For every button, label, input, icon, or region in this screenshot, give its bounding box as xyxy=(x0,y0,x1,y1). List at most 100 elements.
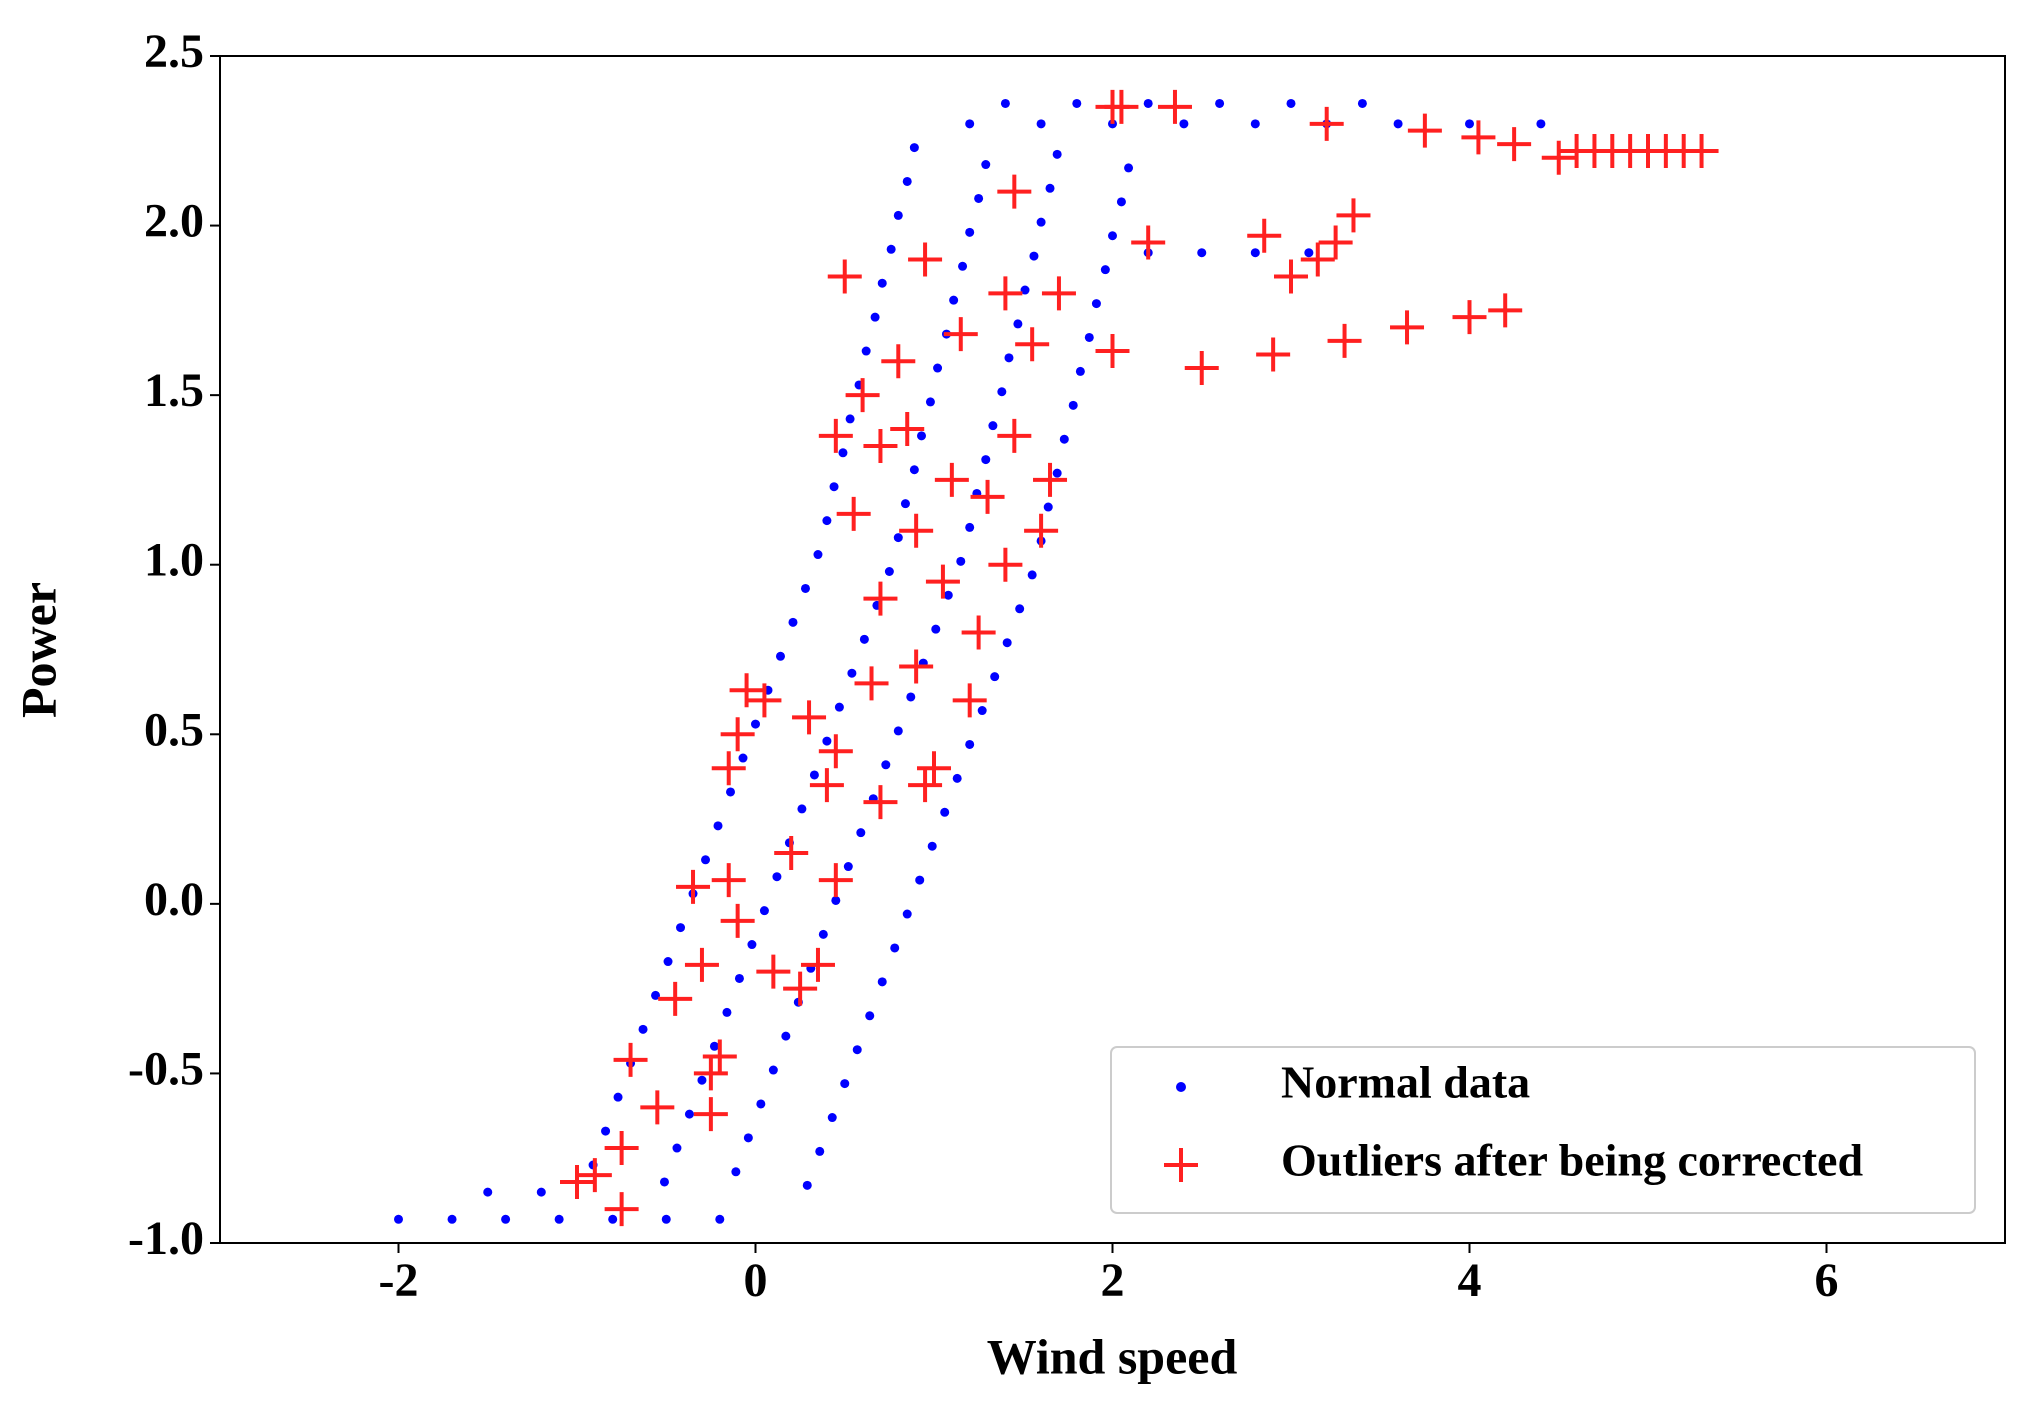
outlier-point xyxy=(702,1039,737,1074)
data-point xyxy=(813,550,823,560)
data-point xyxy=(1143,98,1153,108)
outlier-point xyxy=(836,496,871,531)
data-point xyxy=(1020,285,1030,295)
outlier-point xyxy=(952,683,987,718)
y-tick-label: 2.5 xyxy=(144,25,204,78)
data-point xyxy=(881,760,891,770)
legend-label: Outliers after being corrected xyxy=(1281,1135,1863,1186)
outlier-point xyxy=(1104,89,1139,124)
data-point xyxy=(909,143,919,153)
data-point xyxy=(800,583,810,593)
data-point xyxy=(1250,248,1260,258)
data-point xyxy=(713,821,723,831)
data-point xyxy=(815,1146,825,1156)
data-point xyxy=(775,651,785,661)
data-point xyxy=(893,533,903,543)
outlier-point xyxy=(818,863,853,898)
data-point xyxy=(893,726,903,736)
data-point xyxy=(661,1214,671,1224)
data-point xyxy=(977,706,987,716)
data-point xyxy=(831,895,841,905)
data-point xyxy=(902,909,912,919)
outlier-point xyxy=(1033,462,1068,497)
data-point xyxy=(931,624,941,634)
data-point xyxy=(952,773,962,783)
y-tick-label: 2.0 xyxy=(144,195,204,248)
data-point xyxy=(893,210,903,220)
data-point xyxy=(751,719,760,729)
data-point xyxy=(890,943,900,953)
data-point xyxy=(845,414,855,424)
data-point xyxy=(608,1214,618,1224)
outlier-point xyxy=(577,1158,612,1193)
data-point xyxy=(638,1024,648,1034)
data-point xyxy=(1027,570,1037,580)
legend-marker xyxy=(1176,1082,1186,1092)
data-point xyxy=(697,1075,707,1085)
x-tick-label: -2 xyxy=(379,1254,419,1307)
data-point xyxy=(1072,98,1082,108)
data-point xyxy=(659,1177,669,1187)
outlier-point xyxy=(800,947,835,982)
data-point xyxy=(554,1214,564,1224)
outlier-point xyxy=(997,174,1032,209)
data-point xyxy=(1002,638,1012,648)
data-point xyxy=(768,1065,778,1075)
data-point xyxy=(1075,366,1085,376)
outlier-point xyxy=(899,649,934,684)
data-point xyxy=(726,787,736,797)
y-tick-label: 0.0 xyxy=(144,873,204,926)
outlier-point xyxy=(1488,293,1523,328)
outlier-point xyxy=(899,513,934,548)
y-tick-label: -1.0 xyxy=(128,1212,204,1265)
y-tick-label: -0.5 xyxy=(128,1042,204,1095)
outlier-point xyxy=(1684,133,1719,168)
outlier-point xyxy=(792,700,827,735)
data-point xyxy=(949,295,959,305)
outlier-point xyxy=(1497,127,1532,162)
outlier-point xyxy=(890,412,925,447)
data-point xyxy=(877,977,887,987)
data-point xyxy=(834,702,844,712)
data-point xyxy=(394,1214,403,1224)
data-point xyxy=(722,1007,732,1017)
outlier-point xyxy=(1407,113,1442,148)
data-point xyxy=(900,499,910,509)
data-point xyxy=(933,363,943,373)
data-point xyxy=(877,278,887,288)
outlier-point xyxy=(604,1192,639,1227)
outlier-point xyxy=(1300,242,1335,277)
outlier-point xyxy=(613,1042,648,1077)
x-tick-label: 4 xyxy=(1458,1254,1482,1307)
outlier-point xyxy=(1256,337,1291,372)
data-point xyxy=(827,1113,837,1123)
data-point xyxy=(822,516,832,526)
data-point xyxy=(1036,217,1046,227)
outlier-point xyxy=(1247,218,1282,253)
data-point xyxy=(447,1214,457,1224)
data-point xyxy=(676,923,686,933)
data-point xyxy=(925,397,935,407)
data-point xyxy=(909,465,919,475)
outlier-point xyxy=(908,768,943,803)
data-point xyxy=(988,421,998,431)
outlier-point xyxy=(863,581,898,616)
x-axis-label: Wind speed xyxy=(987,1328,1238,1384)
x-tick-label: 0 xyxy=(744,1254,768,1307)
outlier-point xyxy=(863,785,898,820)
data-point xyxy=(1013,319,1023,329)
outlier-point xyxy=(1318,225,1353,260)
data-point xyxy=(747,940,757,950)
outlier-point xyxy=(720,717,755,752)
data-point xyxy=(1250,119,1260,129)
outlier-point xyxy=(774,835,809,870)
data-point xyxy=(1015,604,1025,614)
outlier-point xyxy=(1041,276,1076,311)
data-point xyxy=(1393,119,1403,129)
data-point xyxy=(738,753,748,763)
outlier-point xyxy=(640,1090,675,1125)
data-point xyxy=(902,176,912,186)
outlier-point xyxy=(863,429,898,464)
data-point xyxy=(884,566,894,576)
outlier-point xyxy=(1327,323,1362,358)
